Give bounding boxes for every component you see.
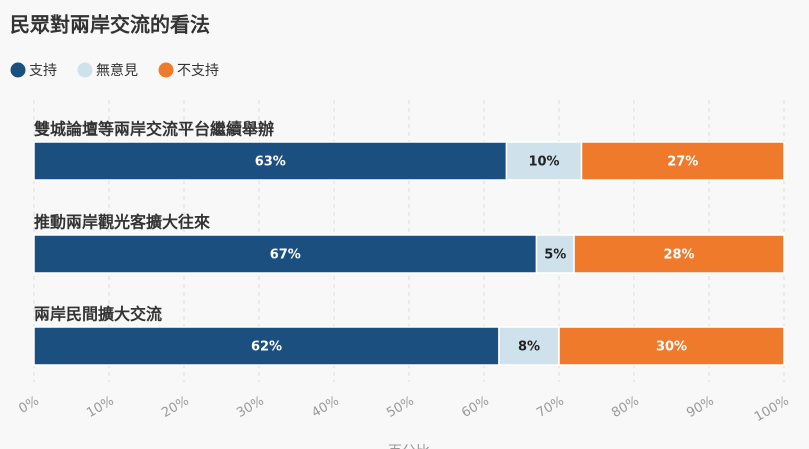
bar-segment xyxy=(33,141,508,181)
bar-segment xyxy=(573,234,785,274)
value-label: 8% xyxy=(518,340,540,355)
x-tick-label: 60% xyxy=(459,394,492,421)
bar-segment xyxy=(498,326,560,366)
bar-segment xyxy=(580,141,785,181)
legend-label: 支持 xyxy=(29,63,57,79)
x-tick-label: 80% xyxy=(609,394,642,421)
value-label: 5% xyxy=(544,248,566,263)
category-label: 兩岸民間擴大交流 xyxy=(34,305,162,324)
legend-label: 不支持 xyxy=(177,63,219,79)
legend-swatch xyxy=(158,62,174,78)
bar-segment xyxy=(33,326,500,366)
bar-segment xyxy=(505,141,583,181)
category-label: 雙城論壇等兩岸交流平台繼續舉辦 xyxy=(34,120,274,139)
legend-swatch xyxy=(77,62,93,78)
x-tick-label: 90% xyxy=(684,394,717,421)
x-tick-label: 10% xyxy=(84,394,117,421)
value-label: 63% xyxy=(255,155,286,170)
x-axis-label: 百分比 xyxy=(388,444,430,449)
value-label: 28% xyxy=(663,248,694,263)
x-tick-label: 50% xyxy=(384,394,417,421)
legend-swatch xyxy=(10,62,26,78)
value-label: 67% xyxy=(270,248,301,263)
legend-label: 無意見 xyxy=(96,62,138,79)
value-label: 27% xyxy=(667,155,698,170)
value-label: 62% xyxy=(251,340,282,355)
x-tick-label: 30% xyxy=(234,394,267,421)
x-tick-label: 40% xyxy=(309,394,342,421)
x-tick-label: 70% xyxy=(534,394,567,421)
value-label: 10% xyxy=(528,155,559,170)
value-label: 30% xyxy=(656,340,687,355)
x-tick-label: 100% xyxy=(752,394,792,426)
category-label: 推動兩岸觀光客擴大往來 xyxy=(34,213,210,232)
chart-title: 民眾對兩岸交流的看法 xyxy=(10,13,210,37)
x-tick-label: 20% xyxy=(159,394,192,421)
bar-segment xyxy=(558,326,785,366)
x-tick-label: 0% xyxy=(16,394,41,417)
